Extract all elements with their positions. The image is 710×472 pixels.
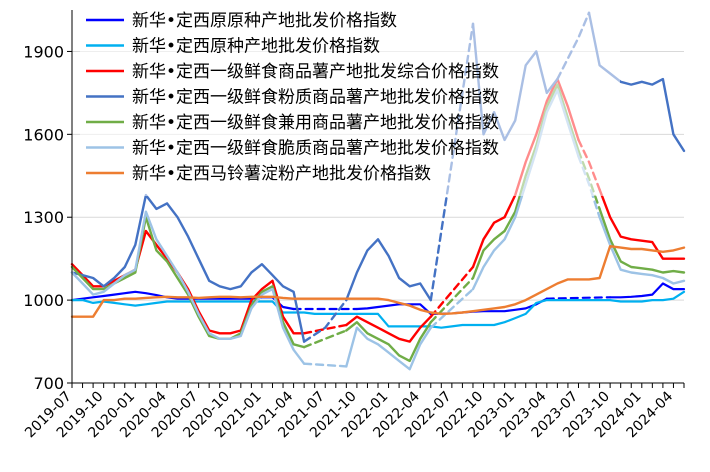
legend-background: [80, 8, 620, 196]
legend-label: 新华•定西一级鲜食粉质商品薯产地批发价格指数: [132, 88, 499, 108]
x-tick-labels: 2019-072019-102020-012020-042020-072020-…: [22, 388, 676, 441]
series-line-6: [609, 282, 686, 299]
legend-label: 新华•定西一级鲜食兼用商品薯产地批发价格指数: [132, 113, 499, 133]
series-line-9: [302, 323, 348, 335]
series-line-32: [429, 287, 475, 329]
series-line-5: [545, 296, 612, 300]
series-lines: [70, 11, 686, 371]
series-line-29: [70, 210, 306, 365]
series-line-8: [70, 229, 306, 335]
legend-label: 新华•定西一级鲜食脆质商品薯产地批发价格指数: [132, 139, 499, 159]
series-line-2: [355, 303, 432, 315]
y-tick-label: 1300: [23, 208, 64, 227]
series-line-35: [598, 216, 686, 285]
series-line-7: [70, 290, 686, 329]
y-tick-label: 1000: [23, 291, 64, 310]
axes: [67, 10, 685, 388]
series-line-23: [302, 329, 348, 349]
series-line-11: [429, 265, 475, 318]
series-line-25: [429, 276, 475, 324]
series-line-36: [70, 245, 686, 318]
legend-label: 新华•定西原种产地批发价格指数: [132, 37, 380, 57]
legend-label: 新华•定西一级鲜食商品薯产地批发综合价格指数: [132, 62, 499, 82]
y-tick-labels: 700 1000 1300 1600 1900: [23, 42, 64, 393]
y-tick-label: 1900: [23, 42, 64, 61]
legend-label: 新华•定西马铃薯淀粉产地批发价格指数: [132, 164, 431, 184]
series-line-15: [70, 193, 306, 343]
series-line-10: [345, 315, 432, 343]
y-tick-label: 1600: [23, 125, 64, 144]
series-line-24: [345, 321, 432, 363]
series-line-30: [302, 362, 348, 368]
y-tick-label: 700: [33, 374, 64, 393]
legend-label: 新华•定西原原种产地批发价格指数: [132, 11, 397, 31]
series-line-31: [345, 326, 432, 371]
series-line-17: [345, 238, 432, 302]
series-line-16: [302, 298, 348, 343]
legend: 新华•定西原原种产地批发价格指数新华•定西原种产地批发价格指数新华•定西一级鲜食…: [80, 8, 620, 196]
series-line-14: [598, 188, 686, 260]
